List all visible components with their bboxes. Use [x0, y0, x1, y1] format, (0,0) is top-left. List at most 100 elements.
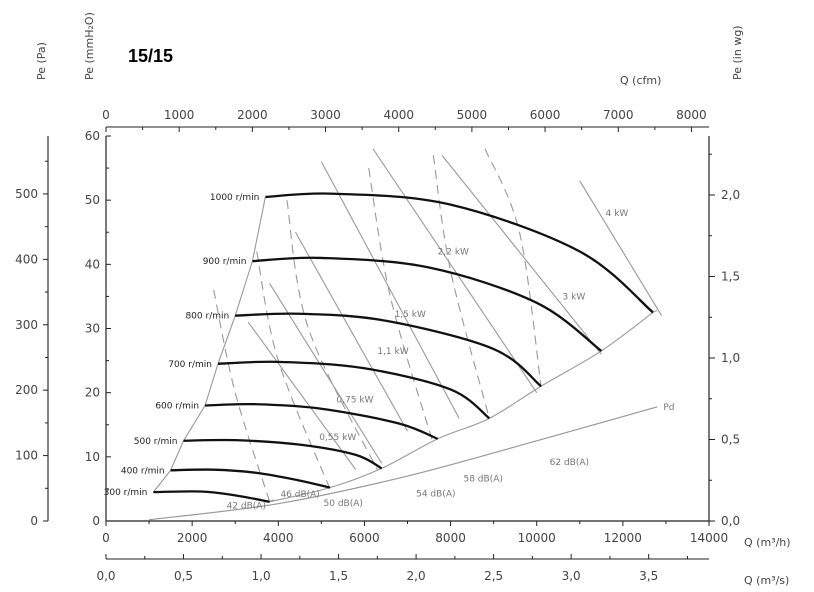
speed-curve-label: 900 r/min: [203, 257, 247, 267]
power-lines-layer: [247, 148, 663, 470]
model-label: 15/15: [128, 46, 173, 66]
power-line: [441, 154, 602, 355]
x-bottom2-tick-label: 0,0: [96, 569, 115, 583]
x-top-tick-label: 1000: [164, 108, 195, 122]
y-right-inwg-title: Pe (in wg): [731, 25, 744, 80]
y-pa-tick-label: 0: [30, 514, 38, 528]
speed-curve: [265, 192, 654, 314]
pd-layer: [148, 406, 658, 521]
y-mm-tick-label: 40: [85, 257, 100, 271]
power-line: [295, 231, 408, 432]
sound-line-label: 54 dB(A): [416, 489, 455, 499]
power-line-label: 0,75 kW: [336, 395, 373, 405]
x-top-tick-label: 0: [102, 108, 110, 122]
x-bottom-tick-label: 4000: [263, 531, 294, 545]
power-line: [579, 180, 663, 316]
power-line-label: 2,2 kW: [438, 248, 469, 258]
x-bottom2-tick-label: 3,0: [562, 569, 581, 583]
x-top-tick-label: 7000: [603, 108, 634, 122]
y-inwg-tick-label: 0,0: [721, 514, 740, 528]
x-bottom-tick-label: 8000: [435, 531, 466, 545]
y-mm-tick-label: 0: [92, 514, 100, 528]
x-bottom-tick-label: 10000: [518, 531, 556, 545]
y-mm-tick-label: 60: [85, 129, 100, 143]
sound-line-label: 62 dB(A): [550, 458, 589, 468]
sound-line: [256, 251, 331, 490]
sound-line: [484, 148, 542, 387]
x-top-title: Q (cfm): [620, 74, 661, 87]
speed-curve: [235, 312, 542, 388]
x-top-tick-label: 4000: [383, 108, 414, 122]
y-mm-tick-label: 30: [85, 322, 100, 336]
y-left-pa-title: Pe (Pa): [35, 42, 48, 80]
sound-line: [368, 167, 434, 445]
power-line-label: 4 kW: [606, 209, 629, 219]
speed-curve-label: 300 r/min: [104, 488, 148, 498]
y-mm-tick-label: 50: [85, 193, 100, 207]
x-top-tick-label: 6000: [530, 108, 561, 122]
sound-line-label: 42 dB(A): [227, 502, 266, 512]
y-pa-tick-label: 400: [15, 252, 38, 266]
y-pa-tick-label: 300: [15, 318, 38, 332]
y-inwg-tick-label: 2,0: [721, 188, 740, 202]
y-pa-tick-label: 500: [15, 187, 38, 201]
speed-curve-label: 700 r/min: [168, 360, 212, 370]
x-bottom-tick-label: 6000: [349, 531, 380, 545]
speed-curve: [217, 360, 491, 420]
sound-line-label: 58 dB(A): [463, 475, 502, 485]
power-line: [247, 321, 357, 470]
envelope-tail: [269, 499, 274, 503]
y-mm-tick-label: 10: [85, 450, 100, 464]
min-flow-envelope: [152, 196, 266, 493]
sound-line: [286, 200, 378, 470]
y-left-mm-title: Pe (mmH₂O): [83, 12, 96, 80]
x-top-tick-label: 8000: [676, 108, 707, 122]
x-bottom2-tick-label: 3,5: [639, 569, 658, 583]
x-top-tick-label: 5000: [457, 108, 488, 122]
sound-line: [432, 155, 490, 419]
power-line-label: 1,5 kW: [395, 310, 426, 320]
x-bottom-tick-label: 2000: [177, 531, 208, 545]
sound-line-label: 46 dB(A): [280, 490, 319, 500]
speed-curves-layer: [153, 192, 654, 503]
x-bottom2-tick-label: 0,5: [174, 569, 193, 583]
y-inwg-tick-label: 1,0: [721, 351, 740, 365]
x-bottom2-tick-label: 2,0: [407, 569, 426, 583]
speed-curve: [205, 402, 439, 440]
y-mm-tick-label: 20: [85, 386, 100, 400]
power-line: [372, 148, 538, 393]
pd-curve: [148, 406, 658, 521]
y-pa-tick-label: 100: [15, 449, 38, 463]
speed-curve-label: 400 r/min: [121, 466, 165, 476]
speed-curve: [170, 468, 331, 489]
x-bottom-title: Q (m³/h): [744, 536, 791, 549]
y-inwg-tick-label: 0,5: [721, 433, 740, 447]
sound-line-label: 50 dB(A): [324, 499, 363, 509]
speed-curve-label: 1000 r/min: [210, 193, 259, 203]
power-line-label: 1,1 kW: [377, 347, 408, 357]
x-bottom2-tick-label: 2,5: [484, 569, 503, 583]
power-line-label: 3 kW: [563, 293, 586, 303]
x-bottom2-title: Q (m³/s): [744, 574, 789, 587]
speed-curve-label: 800 r/min: [185, 312, 229, 322]
speed-curve: [252, 256, 603, 352]
power-line: [320, 161, 460, 419]
y-pa-tick-label: 200: [15, 383, 38, 397]
speed-curve: [183, 438, 383, 470]
pd-curve-label: Pd: [663, 403, 674, 413]
curve-labels-layer: 300 r/min 400 r/min 500 r/min 600 r/min 700 …: [104, 193, 675, 512]
sound-lines-layer: [213, 148, 542, 502]
speed-curve: [153, 490, 270, 503]
x-bottom-tick-label: 0: [102, 531, 110, 545]
x-top-tick-label: 3000: [310, 108, 341, 122]
max-flow-envelope: [269, 312, 654, 503]
x-bottom2-tick-label: 1,5: [329, 569, 348, 583]
speed-curve-label: 600 r/min: [155, 402, 199, 412]
power-line-label: 0,55 kW: [319, 433, 356, 443]
y-inwg-tick-label: 1,5: [721, 270, 740, 284]
envelope-end: [652, 310, 658, 313]
x-bottom2-tick-label: 1,0: [252, 569, 271, 583]
speed-curve-label: 500 r/min: [134, 437, 178, 447]
